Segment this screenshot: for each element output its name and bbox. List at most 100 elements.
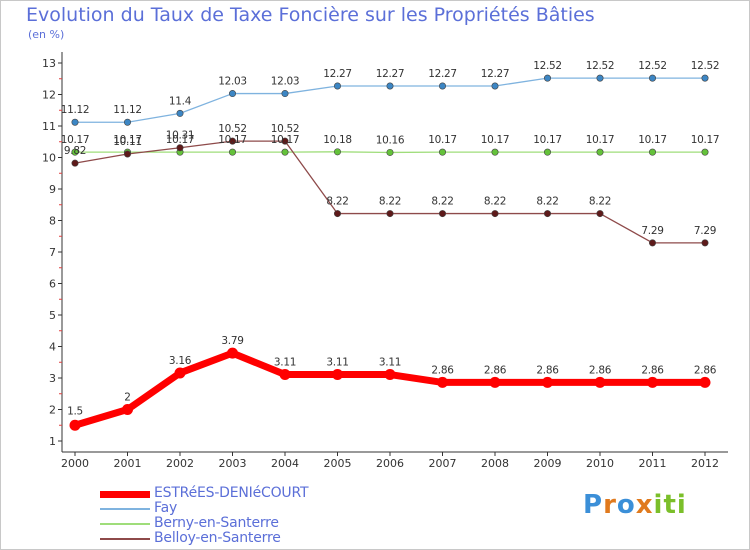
data-point bbox=[647, 376, 658, 388]
data-point bbox=[594, 376, 606, 388]
y-tick-label: 10 bbox=[42, 152, 56, 165]
data-label: 12.27 bbox=[481, 68, 510, 80]
y-tick-label: 12 bbox=[42, 89, 56, 102]
data-label: 8.22 bbox=[431, 196, 453, 208]
y-tick-label: 1 bbox=[49, 435, 56, 448]
data-label: 10.17 bbox=[638, 134, 667, 146]
logo-letter: r bbox=[603, 490, 617, 520]
data-point bbox=[543, 74, 551, 82]
data-point bbox=[71, 148, 79, 156]
data-label: 12.03 bbox=[271, 76, 300, 88]
data-point bbox=[229, 148, 237, 156]
x-tick-label: 2004 bbox=[271, 457, 299, 470]
data-point bbox=[701, 148, 709, 156]
data-label: 7.29 bbox=[641, 225, 663, 237]
data-point bbox=[438, 148, 446, 156]
data-point bbox=[543, 148, 551, 156]
data-point bbox=[489, 376, 501, 388]
data-label: 12.27 bbox=[323, 68, 352, 80]
data-point bbox=[438, 82, 446, 90]
data-label: 10.16 bbox=[376, 134, 405, 146]
data-label: 10.17 bbox=[113, 134, 142, 146]
data-point bbox=[596, 148, 604, 156]
data-point bbox=[701, 74, 709, 82]
data-label: 12.27 bbox=[376, 68, 405, 80]
data-point bbox=[176, 109, 184, 117]
x-tick-label: 2003 bbox=[219, 457, 247, 470]
data-label: 3.11 bbox=[326, 357, 348, 369]
legend-item: Fay bbox=[100, 500, 400, 516]
logo-letter: i bbox=[676, 490, 687, 520]
data-label: 10.52 bbox=[271, 123, 300, 135]
y-tick-label: 6 bbox=[49, 278, 56, 291]
x-tick-label: 2006 bbox=[376, 457, 404, 470]
data-label: 3.79 bbox=[221, 335, 243, 347]
y-tick-label: 4 bbox=[49, 341, 56, 354]
data-point bbox=[229, 90, 237, 98]
data-point bbox=[71, 159, 79, 167]
data-point bbox=[124, 150, 132, 158]
data-label: 8.22 bbox=[536, 196, 558, 208]
data-label: 12.27 bbox=[428, 68, 457, 80]
logo-letter: i bbox=[653, 490, 664, 520]
x-tick-label: 2002 bbox=[166, 457, 194, 470]
data-label: 2.86 bbox=[536, 364, 559, 376]
legend-swatch bbox=[100, 523, 150, 525]
data-label: 10.17 bbox=[61, 134, 90, 146]
data-point bbox=[701, 239, 709, 247]
data-label: 11.12 bbox=[61, 104, 90, 116]
data-point bbox=[491, 210, 499, 218]
legend-label: Fay bbox=[154, 500, 178, 516]
data-label: 10.18 bbox=[323, 134, 352, 146]
logo-letter: x bbox=[635, 490, 654, 520]
data-point bbox=[386, 148, 394, 156]
x-tick-label: 2005 bbox=[324, 457, 352, 470]
chart-title: Evolution du Taux de Taxe Foncière sur l… bbox=[26, 4, 595, 26]
legend-swatch bbox=[100, 490, 150, 498]
data-point bbox=[281, 90, 289, 98]
legend-item: Berny-en-Santerre bbox=[100, 515, 400, 531]
x-tick-label: 2011 bbox=[639, 457, 667, 470]
series-line-belloy-en-santerre bbox=[74, 140, 705, 244]
data-label: 10.31 bbox=[166, 130, 195, 142]
legend-label: Berny-en-Santerre bbox=[154, 515, 279, 531]
x-tick-label: 2009 bbox=[534, 457, 562, 470]
legend-label: Belloy-en-Santerre bbox=[154, 530, 281, 546]
logo-letter: P bbox=[583, 490, 604, 520]
legend-label: ESTRéES-DENIéCOURT bbox=[154, 485, 309, 501]
data-point bbox=[386, 210, 394, 218]
x-tick-label: 2007 bbox=[429, 457, 457, 470]
data-point bbox=[281, 148, 289, 156]
data-point bbox=[384, 369, 396, 381]
legend-item: ESTRéES-DENIéCOURT bbox=[100, 485, 400, 501]
data-point bbox=[124, 118, 132, 126]
data-point bbox=[699, 376, 711, 388]
x-tick-label: 2010 bbox=[586, 457, 614, 470]
data-label: 8.22 bbox=[589, 196, 611, 208]
data-label: 2 bbox=[124, 392, 130, 404]
data-label: 11.4 bbox=[169, 95, 192, 107]
data-label: 10.17 bbox=[481, 134, 510, 146]
data-point bbox=[491, 148, 499, 156]
data-point bbox=[596, 74, 604, 82]
data-point bbox=[333, 82, 341, 90]
data-label: 2.86 bbox=[484, 364, 507, 376]
data-label: 2.86 bbox=[589, 364, 612, 376]
y-tick-label: 9 bbox=[49, 183, 56, 196]
data-point bbox=[281, 137, 289, 145]
proxiti-logo: Proxiti bbox=[583, 490, 687, 520]
data-label: 10.11 bbox=[113, 136, 142, 148]
data-label: 10.17 bbox=[533, 134, 562, 146]
data-point bbox=[71, 118, 79, 126]
data-point bbox=[174, 367, 186, 379]
data-label: 10.17 bbox=[586, 134, 615, 146]
x-tick-label: 2012 bbox=[691, 457, 719, 470]
data-label: 12.52 bbox=[586, 60, 615, 72]
data-label: 8.22 bbox=[326, 196, 348, 208]
data-label: 3.11 bbox=[379, 357, 401, 369]
data-point bbox=[438, 210, 446, 218]
legend-item: Belloy-en-Santerre bbox=[100, 530, 400, 546]
x-tick-label: 2000 bbox=[61, 457, 89, 470]
